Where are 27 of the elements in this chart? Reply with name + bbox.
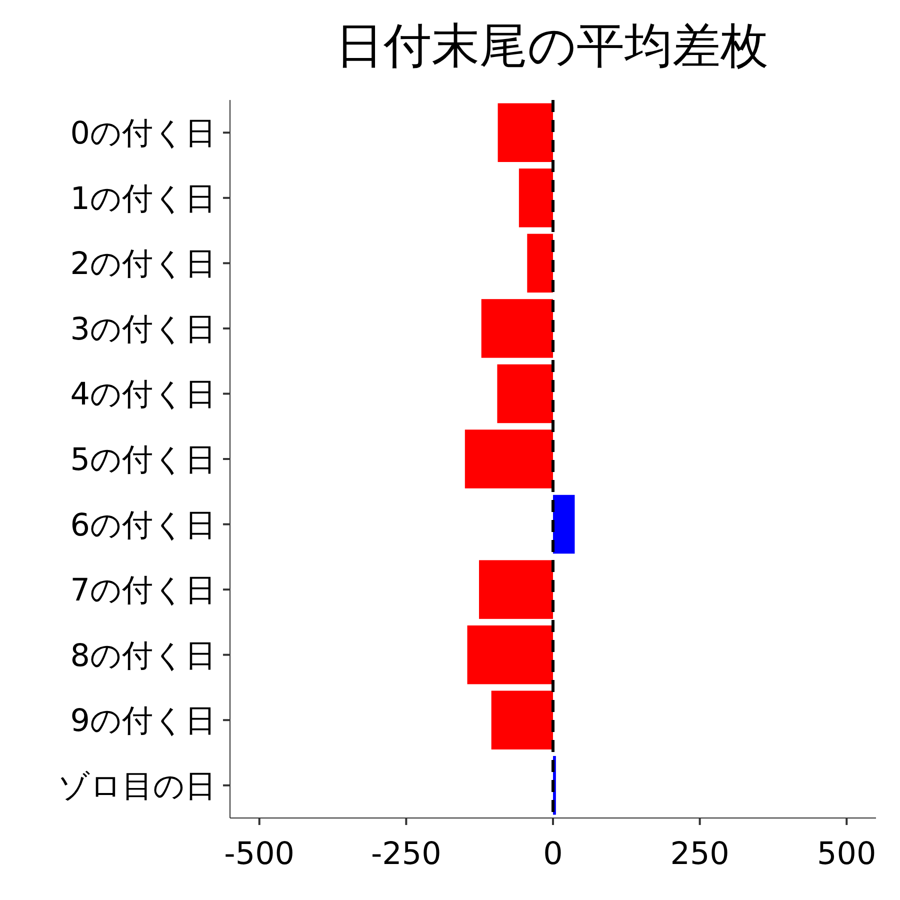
y-tick-label: 4の付く日 bbox=[70, 376, 216, 413]
bar bbox=[479, 560, 553, 619]
y-tick-label: 1の付く日 bbox=[70, 180, 216, 217]
bar bbox=[464, 430, 553, 488]
y-tick-label: ゾロ目の日 bbox=[58, 768, 216, 804]
x-tick-label: 0 bbox=[543, 836, 563, 872]
chart-title: 日付末尾の平均差枚 bbox=[336, 18, 768, 74]
y-tick-label: 5の付く日 bbox=[70, 442, 216, 478]
y-tick-label: 8の付く日 bbox=[70, 638, 216, 674]
bar bbox=[481, 299, 553, 358]
x-tick-label: -500 bbox=[224, 836, 295, 872]
y-tick-label: 2の付く日 bbox=[70, 246, 216, 282]
bar bbox=[527, 234, 553, 293]
bar bbox=[498, 103, 553, 162]
bar bbox=[553, 494, 575, 554]
y-tick-label: 9の付く日 bbox=[70, 703, 216, 740]
y-tick-label: 0の付く日 bbox=[70, 116, 216, 152]
y-tick-label: 3の付く日 bbox=[70, 311, 216, 348]
bar bbox=[491, 690, 553, 750]
y-tick-label: 7の付く日 bbox=[70, 572, 216, 609]
bar bbox=[497, 364, 553, 424]
x-tick-label: -250 bbox=[371, 836, 442, 872]
bar bbox=[518, 168, 553, 228]
y-tick-label: 6の付く日 bbox=[70, 507, 216, 544]
bar bbox=[467, 625, 553, 684]
x-tick-label: 250 bbox=[670, 836, 730, 872]
x-tick-label: 500 bbox=[817, 836, 876, 872]
